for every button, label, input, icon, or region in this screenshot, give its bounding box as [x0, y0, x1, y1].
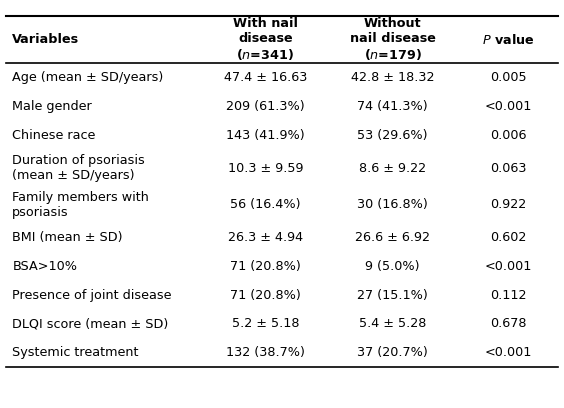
Text: Chinese race: Chinese race [12, 129, 96, 142]
Text: 74 (41.3%): 74 (41.3%) [357, 100, 428, 113]
Text: Age (mean ± SD/years): Age (mean ± SD/years) [12, 71, 164, 84]
Text: 8.6 ± 9.22: 8.6 ± 9.22 [359, 162, 426, 175]
Text: 5.2 ± 5.18: 5.2 ± 5.18 [232, 317, 299, 330]
Text: BSA>10%: BSA>10% [12, 260, 77, 273]
Text: 143 (41.9%): 143 (41.9%) [226, 129, 305, 142]
Text: 26.3 ± 4.94: 26.3 ± 4.94 [228, 231, 303, 244]
Text: 71 (20.8%): 71 (20.8%) [230, 260, 301, 273]
Text: 27 (15.1%): 27 (15.1%) [357, 289, 428, 302]
Text: 71 (20.8%): 71 (20.8%) [230, 289, 301, 302]
Text: 132 (38.7%): 132 (38.7%) [226, 346, 305, 359]
Text: 0.922: 0.922 [491, 198, 527, 211]
Text: 0.005: 0.005 [490, 71, 527, 84]
Text: 0.006: 0.006 [490, 129, 527, 142]
Text: 0.112: 0.112 [490, 289, 527, 302]
Text: 26.6 ± 6.92: 26.6 ± 6.92 [355, 231, 430, 244]
Text: 209 (61.3%): 209 (61.3%) [226, 100, 305, 113]
Text: 9 (5.0%): 9 (5.0%) [365, 260, 420, 273]
Text: Male gender: Male gender [12, 100, 92, 113]
Text: DLQI score (mean ± SD): DLQI score (mean ± SD) [12, 317, 169, 330]
Text: BMI (mean ± SD): BMI (mean ± SD) [12, 231, 123, 244]
Text: <0.001: <0.001 [485, 260, 532, 273]
Text: Systemic treatment: Systemic treatment [12, 346, 139, 359]
Text: With nail
disease
($n$=341): With nail disease ($n$=341) [233, 17, 298, 62]
Text: 10.3 ± 9.59: 10.3 ± 9.59 [228, 162, 303, 175]
Text: 42.8 ± 18.32: 42.8 ± 18.32 [351, 71, 434, 84]
Text: 30 (16.8%): 30 (16.8%) [357, 198, 428, 211]
Text: 53 (29.6%): 53 (29.6%) [358, 129, 428, 142]
Text: 47.4 ± 16.63: 47.4 ± 16.63 [224, 71, 307, 84]
Text: Duration of psoriasis
(mean ± SD/years): Duration of psoriasis (mean ± SD/years) [12, 154, 145, 182]
Text: Presence of joint disease: Presence of joint disease [12, 289, 172, 302]
Text: 0.678: 0.678 [490, 317, 527, 330]
Text: 56 (16.4%): 56 (16.4%) [230, 198, 301, 211]
Text: Variables: Variables [12, 33, 80, 46]
Text: 37 (20.7%): 37 (20.7%) [357, 346, 428, 359]
Text: <0.001: <0.001 [485, 346, 532, 359]
Text: Without
nail disease
($n$=179): Without nail disease ($n$=179) [350, 17, 435, 62]
Text: Family members with
psoriasis: Family members with psoriasis [12, 191, 149, 219]
Text: $P$ value: $P$ value [482, 33, 535, 47]
Text: 0.063: 0.063 [490, 162, 527, 175]
Text: 5.4 ± 5.28: 5.4 ± 5.28 [359, 317, 426, 330]
Text: 0.602: 0.602 [491, 231, 527, 244]
Text: <0.001: <0.001 [485, 100, 532, 113]
